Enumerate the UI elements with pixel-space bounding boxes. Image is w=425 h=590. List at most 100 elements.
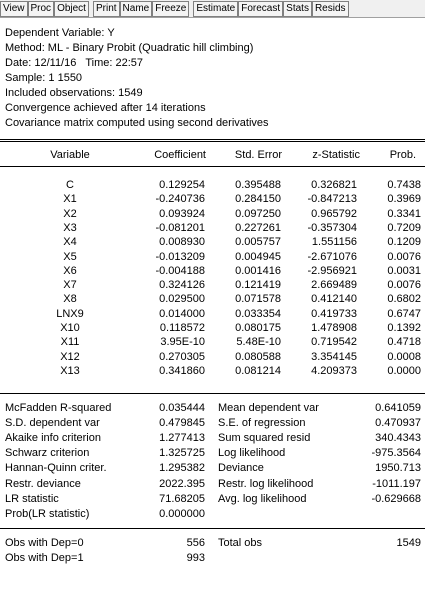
cell-value: -0.004188	[155, 264, 205, 277]
toolbar-button[interactable]: Name	[119, 1, 153, 17]
cell-value: 0.0076	[387, 279, 421, 292]
stat-label: Obs with Dep=1	[5, 552, 84, 564]
cell-value: 4.209373	[311, 364, 357, 377]
cell-value: 0.326821	[311, 179, 357, 191]
toolbar-button[interactable]: View	[0, 1, 28, 17]
stat-label: Schwarz criterion	[5, 447, 90, 460]
stat-label: LR statistic	[5, 492, 59, 505]
toolbar: View Proc Object Print Name Freeze Estimate For…	[0, 0, 425, 18]
cell-value: 0.097250	[235, 207, 281, 220]
cell-value: 0.3969	[387, 193, 421, 206]
cell-value: 0.0031	[387, 264, 421, 277]
rule	[0, 141, 425, 142]
cell-value: -2.956921	[307, 264, 357, 277]
cell-value: 0.270305	[159, 350, 205, 363]
toolbar-button[interactable]: Resids	[311, 1, 349, 17]
cell-value: 0.121419	[235, 279, 281, 292]
stat-label: Restr. log likelihood	[218, 477, 314, 490]
stat-label: Avg. log likelihood	[218, 492, 307, 505]
stat-value: 0.470937	[375, 417, 421, 430]
cell-value: 0.0008	[387, 350, 421, 363]
stat-label: Mean dependent var	[218, 402, 319, 414]
stat-value: -975.3564	[371, 447, 421, 460]
cell-value: 0.6747	[387, 307, 421, 320]
variable-name: LNX9	[56, 307, 84, 320]
cell-value: 0.284150	[235, 193, 281, 206]
stat-label: Akaike info criterion	[5, 432, 101, 445]
toolbar-button[interactable]: Stats	[283, 1, 312, 17]
toolbar-button[interactable]: Object	[54, 1, 89, 17]
cell-value: 0.029500	[159, 293, 205, 306]
cell-value: 0.4718	[387, 336, 421, 349]
stat-label: S.E. of regression	[218, 417, 306, 430]
stat-value: -1011.197	[372, 477, 421, 490]
stat-label: Log likelihood	[218, 447, 286, 460]
stat-label: Prob(LR statistic)	[5, 507, 90, 520]
stat-value: 1950.713	[375, 462, 421, 475]
variable-name: X5	[63, 250, 77, 263]
cell-value: 0.395488	[235, 179, 281, 191]
toolbar-button[interactable]: Print	[92, 1, 120, 17]
column-header: Std. Error	[234, 149, 282, 161]
variable-name: X10	[60, 322, 80, 334]
header-line: Included observations: 1549	[5, 87, 143, 99]
cell-value: 0.129254	[159, 179, 205, 191]
cell-value: 0.004945	[235, 250, 281, 263]
cell-value: 0.014000	[159, 307, 205, 320]
button-group: View Proc Object	[0, 0, 89, 17]
cell-value: 1.551156	[311, 236, 357, 249]
stat-value: 0.479845	[159, 417, 205, 430]
stat-value: 0.035444	[159, 402, 205, 414]
toolbar-button[interactable]: Freeze	[152, 1, 190, 17]
variable-name: X6	[63, 264, 77, 277]
cell-value: 0.6802	[387, 293, 421, 306]
cell-value: -0.081201	[155, 221, 205, 234]
stat-label: Sum squared resid	[218, 432, 311, 445]
cell-value: 0.0000	[387, 364, 421, 377]
header-line: Convergence achieved after 14 iterations	[5, 102, 206, 114]
cell-value: 0.005757	[235, 236, 281, 249]
column-header: Variable	[50, 149, 90, 161]
stat-label: McFadden R-squared	[5, 402, 112, 414]
cell-value: -0.847213	[307, 193, 357, 206]
stat-label: Deviance	[218, 462, 264, 475]
stat-value: 556	[186, 537, 205, 549]
cell-value: 0.080175	[235, 322, 281, 334]
stat-label: Obs with Dep=0	[5, 537, 84, 549]
cell-value: 0.3341	[387, 207, 421, 220]
header-line: Date: 12/11/16 Time: 22:57	[5, 57, 143, 69]
variable-name: C	[66, 179, 74, 191]
variable-name: X11	[60, 336, 80, 349]
cell-value: 0.719542	[311, 336, 357, 349]
rule	[0, 528, 425, 529]
header-line: Method: ML - Binary Probit (Quadratic hi…	[5, 42, 254, 54]
header-line: Dependent Variable: Y	[5, 27, 115, 39]
cell-value: 1.478908	[311, 322, 357, 334]
cell-value: 5.48E-10	[236, 336, 281, 349]
rule	[0, 393, 425, 394]
cell-value: 2.669489	[311, 279, 357, 292]
variable-name: X3	[63, 221, 77, 234]
cell-value: 0.001416	[235, 264, 281, 277]
stat-label: Hannan-Quinn criter.	[5, 462, 107, 475]
variable-name: X2	[63, 207, 77, 220]
column-header: z-Statistic	[312, 149, 360, 161]
stat-value: 1.295382	[159, 462, 205, 475]
toolbar-button[interactable]: Forecast	[238, 1, 284, 17]
button-group: Estimate Forecast Stats Resids	[193, 0, 349, 17]
stat-label: Total obs	[218, 537, 263, 549]
cell-value: 0.324126	[159, 279, 205, 292]
cell-value: 0.081214	[235, 364, 281, 377]
stat-value: 0.641059	[375, 402, 421, 414]
toolbar-button[interactable]: Estimate	[193, 1, 239, 17]
button-group: Print Name Freeze	[92, 0, 190, 17]
cell-value: -0.013209	[155, 250, 205, 263]
column-header: Coefficient	[154, 149, 206, 161]
rule	[0, 139, 425, 140]
cell-value: 3.95E-10	[160, 336, 205, 349]
stat-value: -0.629668	[371, 492, 421, 505]
cell-value: 0.1209	[387, 236, 421, 249]
toolbar-button[interactable]: Proc	[27, 1, 55, 17]
column-header: Prob.	[389, 149, 416, 161]
cell-value: 3.354145	[311, 350, 357, 363]
